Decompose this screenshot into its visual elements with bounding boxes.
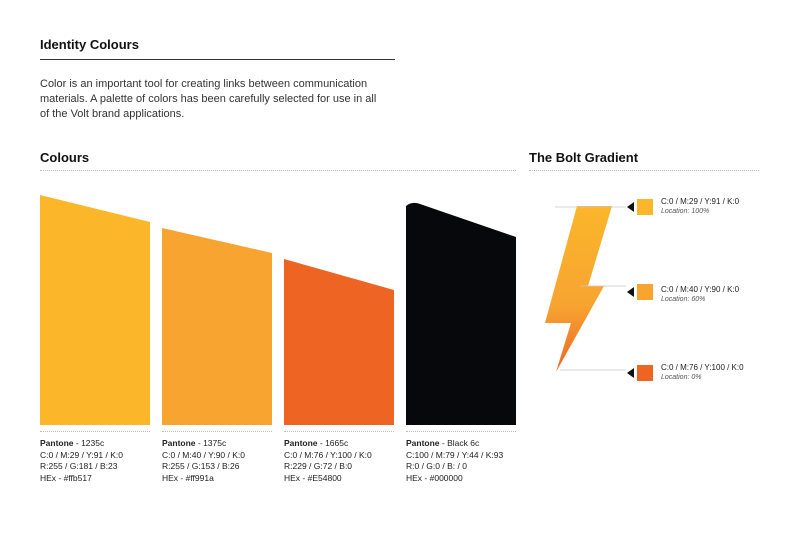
swatch-black-info: Pantone - Black 6c C:100 / M:79 / Y:44 /… [406, 438, 503, 484]
stop-cmyk: C:0 / M:40 / Y:90 / K:0 [661, 285, 740, 294]
swatch-black-rule [406, 431, 516, 432]
swatch-1235c [40, 195, 150, 425]
rgb-value: R:229 / G:72 / B:0 [284, 461, 353, 471]
intro-text: Color is an important tool for creating … [40, 78, 377, 120]
rgb-value: R:0 / G:0 / B: / 0 [406, 461, 467, 471]
pantone-value: - Black 6c [439, 438, 480, 448]
pantone-value: - 1665c [317, 438, 349, 448]
gradient-rule [529, 170, 759, 171]
hex-value: HEx - #ff991a [162, 472, 214, 483]
swatch-1235c-rule [40, 431, 150, 432]
swatch-1375c-info: Pantone - 1375c C:0 / M:40 / Y:90 / K:0 … [162, 438, 245, 484]
swatch-black-6c [406, 202, 516, 425]
swatch-1375c [162, 228, 272, 425]
colours-rule [40, 170, 516, 171]
pantone-label: Pantone [406, 438, 440, 448]
stop-pointer-icon [627, 368, 634, 378]
stop-location: Location: 60% [661, 296, 706, 303]
cmyk-value: C:100 / M:79 / Y:44 / K:93 [406, 449, 504, 460]
stop-60-label: C:0 / M:40 / Y:90 / K:0 Location: 60% [661, 285, 739, 305]
cmyk-value: C:0 / M:76 / Y:100 / K:0 [284, 449, 372, 460]
page-title: Identity Colours [40, 37, 139, 52]
stop-60-chip [637, 284, 653, 300]
rgb-value: R:255 / G:153 / B:26 [162, 461, 240, 471]
hex-value: HEx - #000000 [406, 472, 463, 483]
pantone-value: - 1375c [195, 438, 227, 448]
bolt-icon [545, 206, 612, 372]
swatch-1235c-info: Pantone - 1235c C:0 / M:29 / Y:91 / K:0 … [40, 438, 123, 484]
hex-value: HEx - #ffb517 [40, 472, 92, 483]
swatch-1375c-rule [162, 431, 272, 432]
pantone-label: Pantone [40, 438, 74, 448]
pantone-label: Pantone [162, 438, 196, 448]
stop-100-chip [637, 199, 653, 215]
stop-pointer-icon [627, 287, 634, 297]
pantone-label: Pantone [284, 438, 318, 448]
stop-100-label: C:0 / M:29 / Y:91 / K:0 Location: 100% [661, 197, 739, 217]
pantone-value: - 1235c [73, 438, 105, 448]
hex-value: HEx - #E54800 [284, 472, 342, 483]
stop-location: Location: 100% [661, 208, 710, 215]
rgb-value: R:255 / G:181 / B:23 [40, 461, 118, 471]
cmyk-value: C:0 / M:40 / Y:90 / K:0 [162, 449, 245, 460]
swatch-1665c-info: Pantone - 1665c C:0 / M:76 / Y:100 / K:0… [284, 438, 372, 484]
gradient-heading: The Bolt Gradient [529, 150, 639, 165]
cmyk-value: C:0 / M:29 / Y:91 / K:0 [40, 449, 123, 460]
title-rule [40, 59, 395, 60]
stop-0-label: C:0 / M:76 / Y:100 / K:0 Location: 0% [661, 363, 744, 383]
stop-cmyk: C:0 / M:29 / Y:91 / K:0 [661, 197, 740, 206]
colours-heading: Colours [40, 150, 90, 165]
stop-location: Location: 0% [661, 374, 702, 381]
swatch-1665c [284, 259, 394, 425]
stop-cmyk: C:0 / M:76 / Y:100 / K:0 [661, 363, 744, 372]
stop-pointer-icon [627, 202, 634, 212]
swatch-1665c-rule [284, 431, 394, 432]
stop-0-chip [637, 365, 653, 381]
